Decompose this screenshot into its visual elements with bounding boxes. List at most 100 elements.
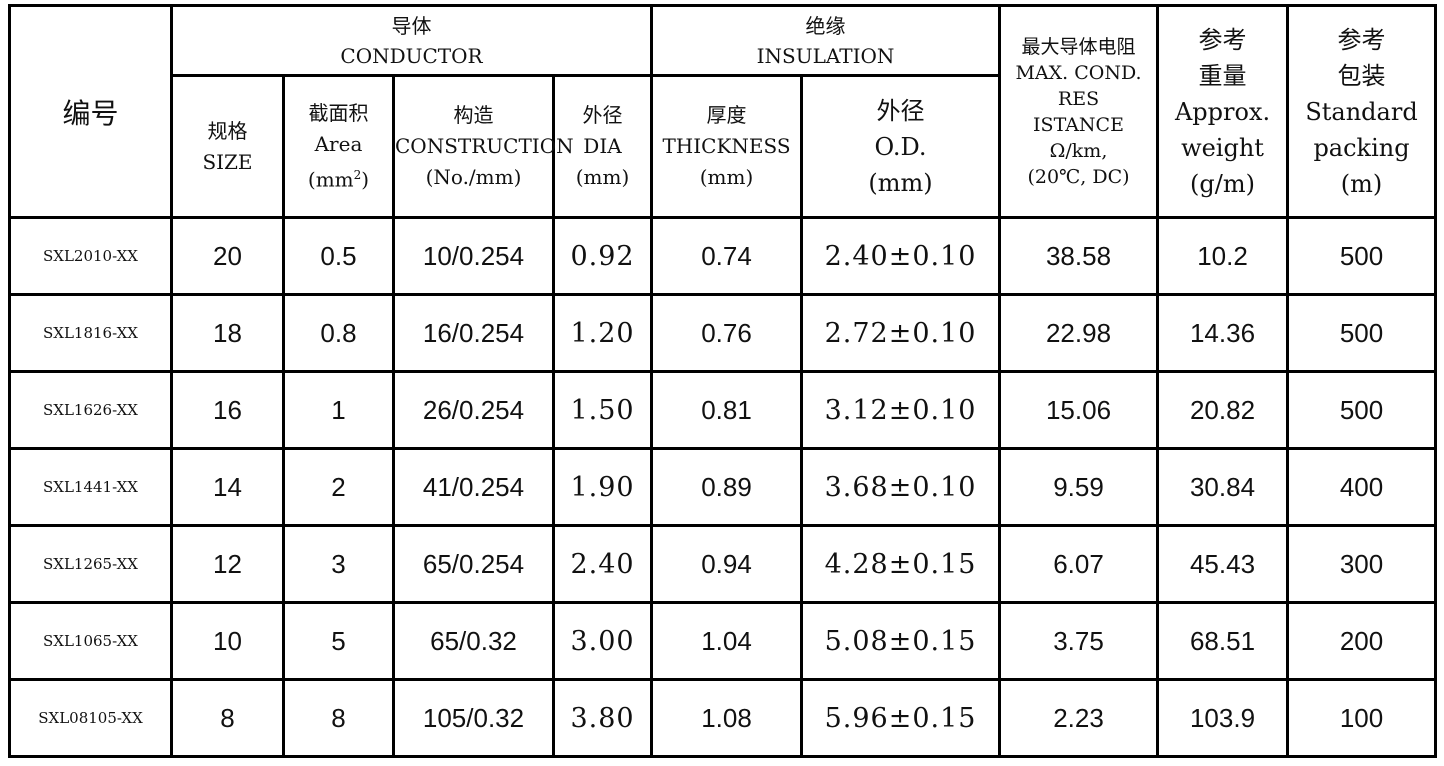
header-insulation-en: INSULATION (756, 43, 895, 68)
header-packing-l1: 参考 (1337, 25, 1386, 54)
cell-resistance: 6.07 (998, 524, 1160, 604)
header-packing-l4: packing (1313, 133, 1410, 162)
cell-dia: 3.80 (552, 678, 653, 758)
header-insulation-zh: 绝缘 (805, 13, 846, 38)
header-thickness-zh: 厚度 (706, 103, 747, 127)
cell-resistance: 3.75 (998, 601, 1160, 681)
header-size-zh: 规格 (207, 118, 248, 143)
cell-construction: 26/0.254 (392, 370, 555, 450)
header-packing-l2: 包装 (1337, 61, 1386, 90)
header-area-unit: (mm2) (285, 160, 392, 196)
cell-packing: 400 (1286, 447, 1438, 527)
header-od-en: O.D. (874, 132, 927, 161)
area-unit-close: ) (361, 167, 370, 192)
cell-thickness: 0.81 (650, 370, 803, 450)
cell-size: 20 (170, 216, 285, 296)
cell-code: SXL08105-XX (8, 678, 173, 758)
header-construction-unit: (No./mm) (425, 165, 522, 189)
cell-dia: 1.20 (552, 293, 653, 373)
cell-construction: 105/0.32 (392, 678, 555, 758)
cell-code: SXL1816-XX (8, 293, 173, 373)
table-row: SXL1441-XX 14 2 41/0.254 1.90 0.89 3.68±0.10 9.… (8, 447, 1438, 527)
header-weight-l2: 重量 (1198, 61, 1247, 90)
cell-size: 8 (170, 678, 285, 758)
cell-area: 3 (282, 524, 395, 604)
cell-thickness: 0.89 (650, 447, 803, 527)
cell-od: 3.68±0.10 (799, 447, 1002, 527)
cell-area: 5 (282, 601, 395, 681)
area-unit-sup: 2 (353, 167, 362, 182)
cell-weight: 14.36 (1156, 293, 1290, 373)
cell-dia: 1.50 (552, 370, 653, 450)
cell-size: 12 (170, 524, 285, 604)
header-resistance-l4: Ω/km, (1049, 139, 1108, 162)
header-conductor: 导体 CONDUCTOR (170, 4, 653, 77)
header-resistance-l2: MAX. COND. RES (1015, 61, 1142, 110)
cell-area: 0.5 (282, 216, 395, 296)
cell-code: SXL1626-XX (8, 370, 173, 450)
cell-weight: 10.2 (1156, 216, 1290, 296)
header-dia-unit: (mm) (575, 165, 630, 189)
cell-resistance: 9.59 (998, 447, 1160, 527)
header-conductor-en: CONDUCTOR (340, 43, 483, 68)
header-resistance: 最大导体电阻 MAX. COND. RES ISTANCE Ω/km, (20℃… (998, 4, 1160, 219)
header-area-en: Area (314, 131, 363, 156)
cell-resistance: 22.98 (998, 293, 1160, 373)
header-weight-l3: Approx. (1174, 97, 1271, 126)
table-row: SXL1626-XX 16 1 26/0.254 1.50 0.81 3.12±0.10 15… (8, 370, 1438, 450)
spec-table-body: SXL2010-XX 20 0.5 10/0.254 0.92 0.74 2.40±0.10… (8, 216, 1438, 758)
cell-resistance: 2.23 (998, 678, 1160, 758)
cell-size: 10 (170, 601, 285, 681)
cell-thickness: 1.04 (650, 601, 803, 681)
header-thickness: 厚度 THICKNESS (mm) (650, 74, 803, 219)
cell-thickness: 1.08 (650, 678, 803, 758)
cell-weight: 30.84 (1156, 447, 1290, 527)
cell-od: 4.28±0.15 (799, 524, 1002, 604)
header-size-en: SIZE (202, 149, 253, 174)
cell-resistance: 15.06 (998, 370, 1160, 450)
header-construction-zh: 构造 (453, 103, 494, 127)
header-packing: 参考 包装 Standard packing (m) (1286, 4, 1438, 219)
cell-packing: 200 (1286, 601, 1438, 681)
cell-thickness: 0.94 (650, 524, 803, 604)
cell-size: 18 (170, 293, 285, 373)
cell-od: 2.72±0.10 (799, 293, 1002, 373)
header-resistance-l1: 最大导体电阻 (1021, 35, 1136, 58)
header-construction: 构造 CONSTRUCTION (No./mm) (392, 74, 574, 219)
table-row: SXL08105-XX 8 8 105/0.32 3.80 1.08 5.96±0.15 2.… (8, 678, 1438, 758)
cell-area: 8 (282, 678, 395, 758)
cell-construction: 16/0.254 (392, 293, 555, 373)
cell-construction: 65/0.32 (392, 601, 555, 681)
header-dia: 外径 DIA (mm) (552, 74, 653, 219)
cell-packing: 500 (1286, 216, 1438, 296)
cell-size: 14 (170, 447, 285, 527)
header-construction-en: CONSTRUCTION (395, 134, 574, 158)
cell-od: 3.12±0.10 (799, 370, 1002, 450)
cell-od: 5.08±0.15 (799, 601, 1002, 681)
cell-construction: 65/0.254 (392, 524, 555, 604)
cell-area: 1 (282, 370, 395, 450)
cell-od: 5.96±0.15 (799, 678, 1002, 758)
header-size: 规格 SIZE (170, 74, 285, 219)
table-row: SXL1265-XX 12 3 65/0.254 2.40 0.94 4.28±0.15 6.… (8, 524, 1438, 604)
header-weight-l4: weight (1181, 133, 1264, 162)
cell-construction: 10/0.254 (392, 216, 555, 296)
cell-dia: 0.92 (552, 216, 653, 296)
header-thickness-unit: (mm) (699, 165, 754, 189)
cell-dia: 1.90 (552, 447, 653, 527)
header-weight: 参考 重量 Approx. weight (g/m) (1156, 4, 1290, 219)
cell-od: 2.40±0.10 (799, 216, 1002, 296)
cell-thickness: 0.76 (650, 293, 803, 373)
cell-construction: 41/0.254 (392, 447, 555, 527)
header-od: 外径 O.D. (mm) (799, 74, 1002, 219)
header-area: 截面积 Area (mm2) (282, 74, 395, 219)
header-insulation: 绝缘 INSULATION (649, 4, 1002, 77)
cell-resistance: 38.58 (998, 216, 1160, 296)
cell-code: SXL1065-XX (8, 601, 173, 681)
cell-packing: 500 (1286, 370, 1438, 450)
cell-dia: 3.00 (552, 601, 653, 681)
header-thickness-en: THICKNESS (662, 134, 791, 158)
cell-code: SXL2010-XX (8, 216, 173, 296)
table-row: SXL1065-XX 10 5 65/0.32 3.00 1.04 5.08±0.15 3.7… (8, 601, 1438, 681)
cell-packing: 500 (1286, 293, 1438, 373)
